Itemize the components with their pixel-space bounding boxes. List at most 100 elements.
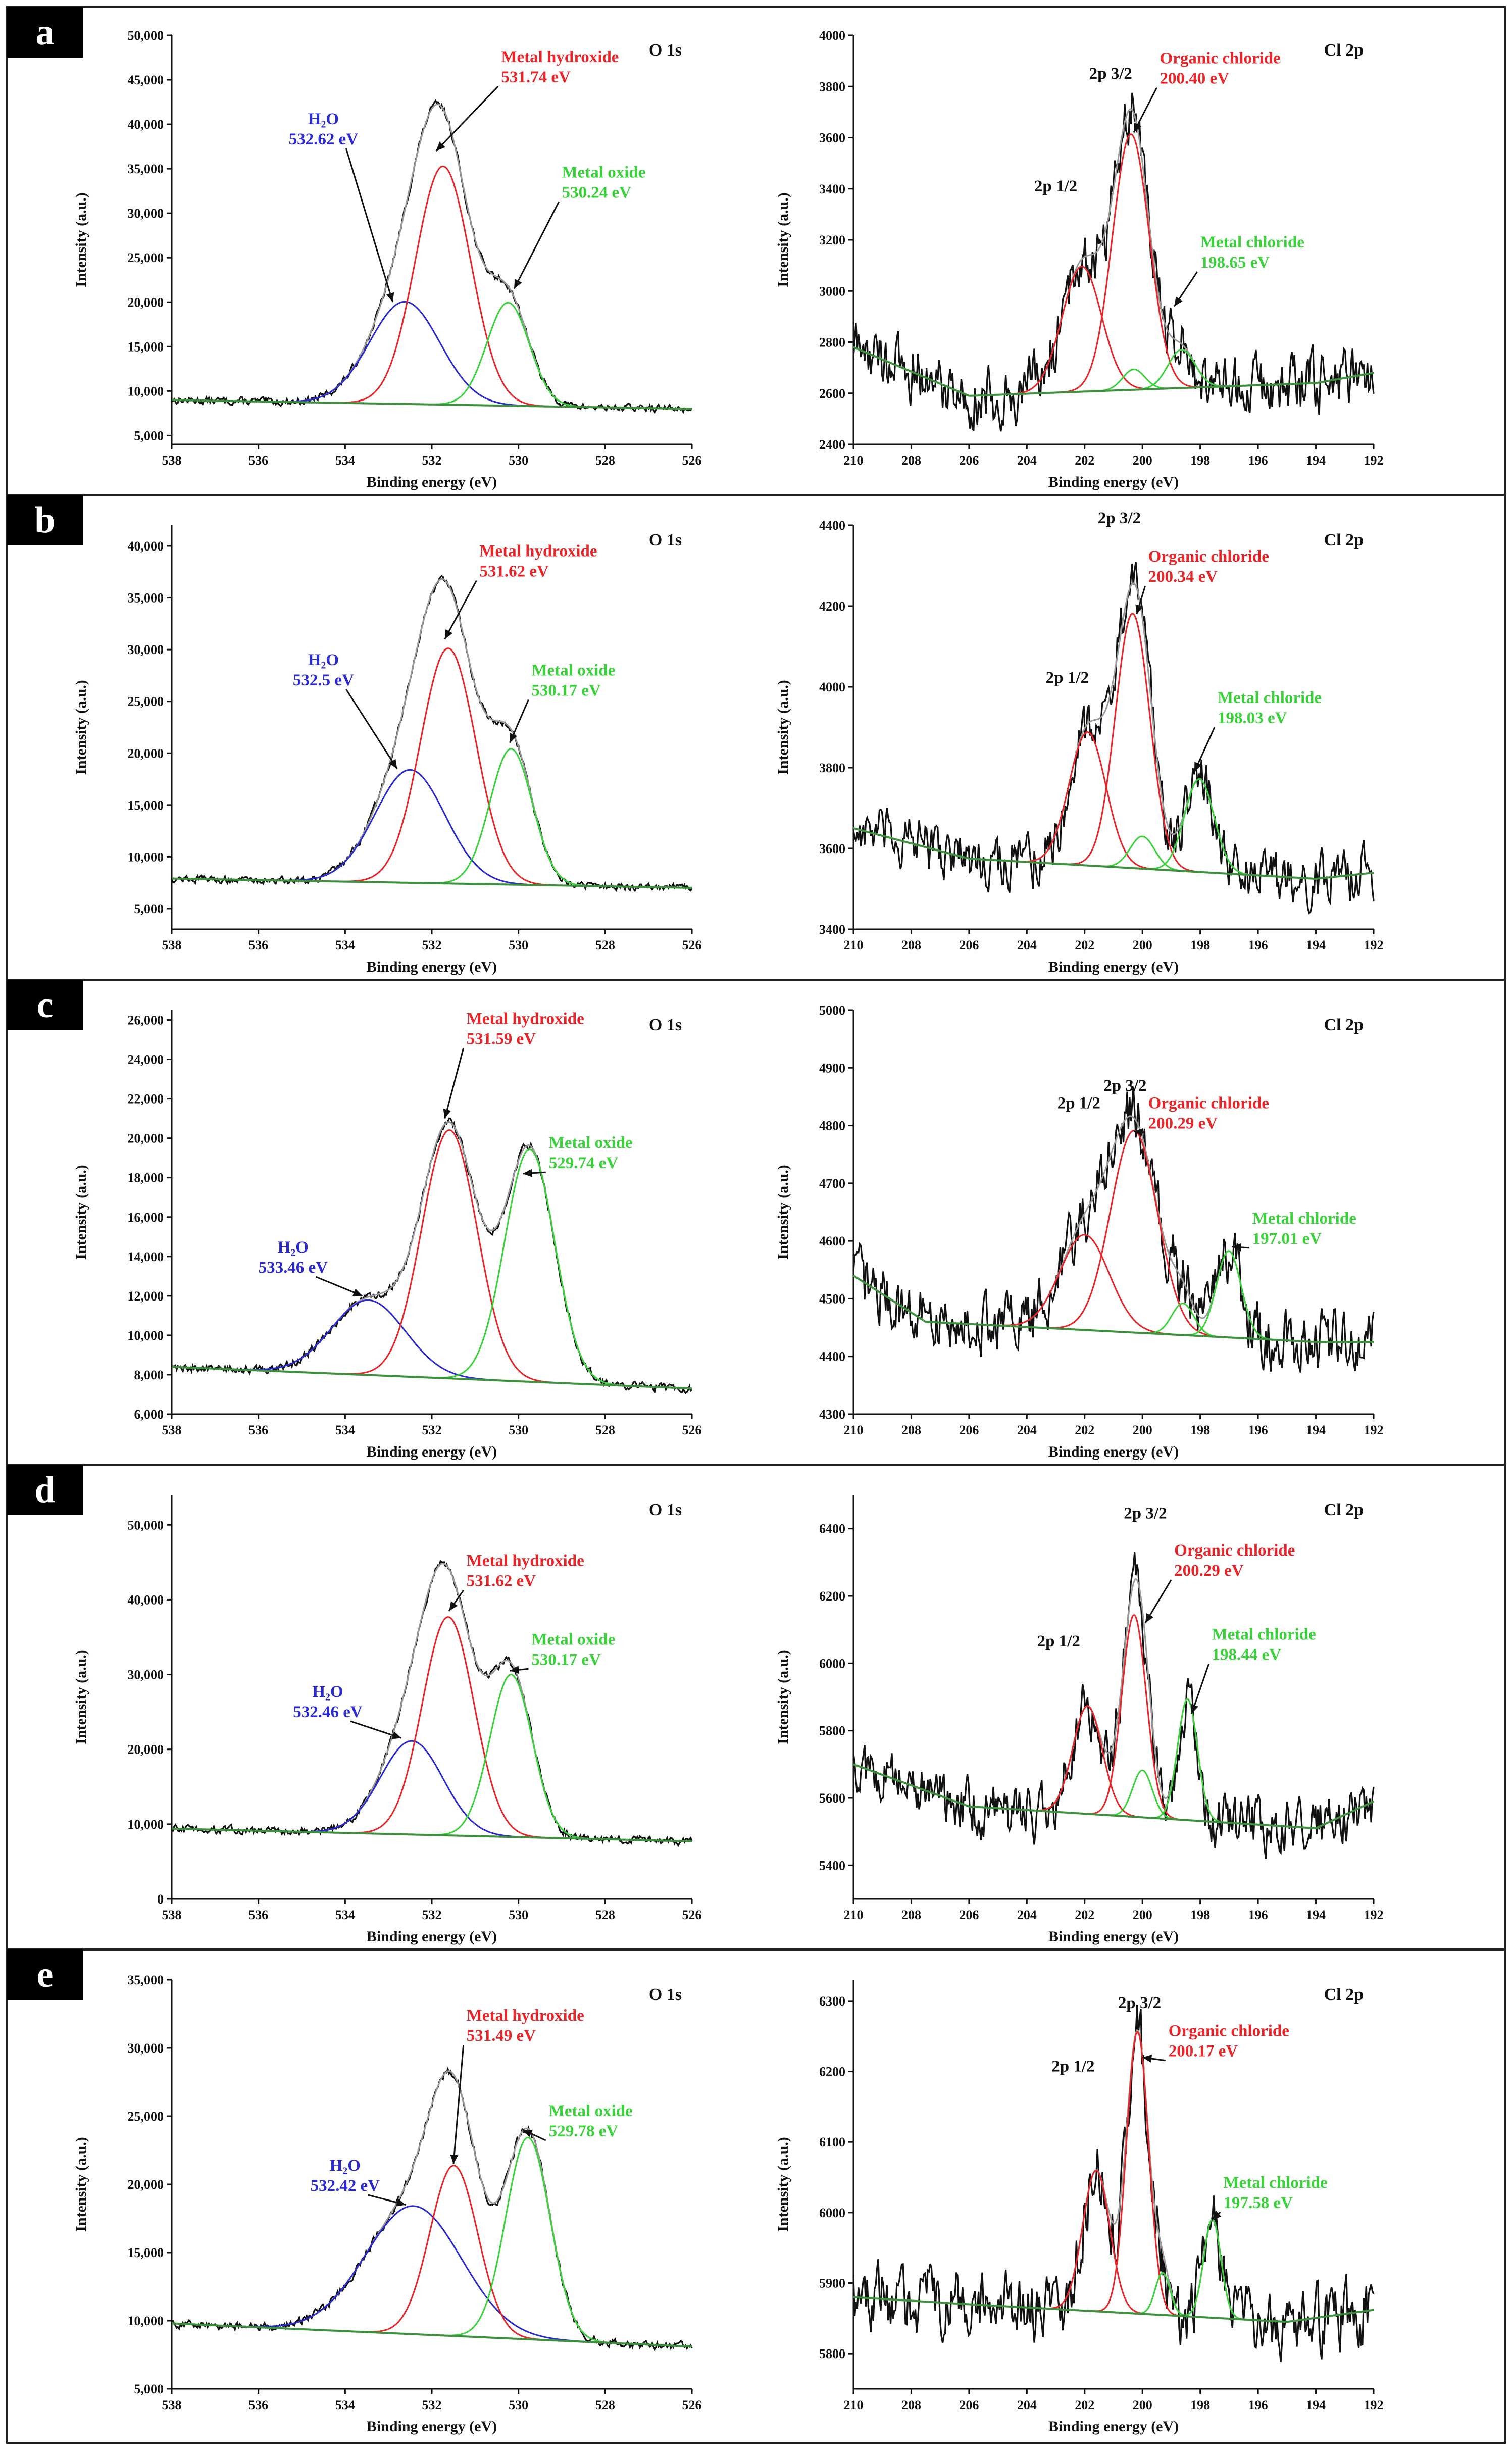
annotation-line: Metal chloride	[1200, 233, 1304, 252]
x-tick-label: 198	[1190, 1908, 1210, 1922]
panel-a: a 538 536 534 532 530 528 526 5,000 10,000 15,000…	[6, 6, 1506, 496]
y-tick-label: 4000	[819, 680, 845, 694]
y-tick-label: 5400	[819, 1858, 845, 1873]
panel-label-box	[7, 495, 83, 545]
annotation-arrow-line	[435, 85, 499, 152]
x-axis-title: Binding energy (eV)	[1048, 1443, 1179, 1460]
annotation-label: 2p 1/2	[1037, 1632, 1080, 1651]
x-tick-label: 196	[1248, 453, 1268, 468]
annotation-label: Metal chloride 197.01 eV	[1252, 1210, 1356, 1248]
x-tick-label: 530	[509, 1908, 528, 1922]
x-tick-label: 538	[162, 938, 182, 953]
annotation-line: Metal oxide	[562, 164, 646, 182]
annotation-line: 2p 3/2	[1124, 1505, 1167, 1523]
panel-label-box	[7, 1949, 83, 2000]
y-tick-label: 3800	[819, 79, 845, 94]
annotation-arrow-head	[388, 759, 397, 769]
y-tick-label: 4800	[819, 1119, 845, 1133]
annotation-label: H₂O 533.46 eV	[259, 1238, 328, 1277]
panel-frame	[6, 1948, 1506, 2444]
annotation-line: Metal chloride	[1223, 2174, 1327, 2192]
x-tick-label: 526	[682, 1908, 702, 1922]
annotation-label: 2p 3/2	[1103, 1077, 1146, 1095]
annotation-label: Organic chloride 200.40 eV	[1160, 49, 1281, 88]
y-tick-label: 26,000	[128, 1013, 164, 1028]
raw-spectrum-line	[852, 562, 1375, 915]
y-tick-label: 5,000	[134, 902, 164, 916]
y-tick-label: 6100	[819, 2135, 845, 2149]
x-tick-label: 526	[682, 2397, 702, 2412]
annotation-label: Organic chloride 200.29 eV	[1174, 1541, 1295, 1580]
annotation-line: 200.29 eV	[1148, 1114, 1218, 1132]
raw-spectrum-line	[852, 1086, 1375, 1373]
annotation-line: Organic chloride	[1160, 49, 1281, 68]
y-tick-label: 25,000	[128, 251, 164, 265]
panel-label-box	[7, 1465, 83, 1515]
spectrum-title: O 1s	[649, 531, 682, 549]
x-tick-label: 528	[595, 1423, 615, 1437]
cl2p-plot: 210 208 206 204 202 200 198 196 194 192 3400 3600 38…	[775, 509, 1384, 975]
x-tick-label: 192	[1364, 453, 1384, 468]
x-tick-label: 532	[422, 453, 442, 468]
panel-label: e	[37, 1954, 54, 1995]
y-axis-title: Intensity (a.u.)	[775, 1649, 791, 1744]
annotation-arrow-head	[510, 733, 517, 743]
x-tick-label: 536	[248, 1423, 268, 1437]
x-tick-label: 198	[1190, 2397, 1210, 2412]
x-tick-label: 534	[335, 453, 355, 468]
annotation-arrow-line	[452, 2044, 465, 2164]
y-tick-label: 10,000	[128, 849, 164, 864]
y-tick-label: 40,000	[128, 539, 164, 554]
annotation-line: 200.17 eV	[1169, 2042, 1238, 2061]
x-tick-label: 532	[422, 2397, 442, 2412]
panel-e: e 538 536 534 532 530 528 526 5,000 10,000 15,000…	[6, 1948, 1506, 2444]
annotation-line: 531.74 eV	[501, 68, 571, 86]
annotation-line: 2p 3/2	[1098, 509, 1141, 527]
cl2p-plot: 210 208 206 204 202 200 198 196 194 192 2400 2600 28…	[775, 28, 1384, 490]
spectrum-title: O 1s	[649, 1985, 682, 2004]
annotation-label: Organic chloride 200.17 eV	[1169, 2022, 1289, 2061]
y-tick-label: 4700	[819, 1176, 845, 1191]
x-tick-label: 192	[1364, 1908, 1384, 1922]
annotation-arrow-head	[523, 2130, 533, 2137]
annotation-line: Organic chloride	[1169, 2022, 1289, 2040]
x-tick-label: 534	[335, 938, 355, 953]
annotation-arrow-line	[444, 1047, 465, 1119]
raw-spectrum-line	[171, 99, 693, 415]
x-tick-label: 210	[844, 938, 864, 953]
y-tick-label: 30,000	[128, 2041, 164, 2056]
x-tick-label: 536	[248, 1908, 268, 1922]
panel-label-box	[7, 7, 83, 58]
annotation-arrow-line	[513, 202, 560, 289]
x-tick-label: 200	[1133, 938, 1152, 953]
annotation-arrow-head	[443, 1109, 451, 1119]
x-tick-label: 200	[1133, 1423, 1152, 1437]
y-tick-label: 40,000	[128, 1592, 164, 1607]
annotation-label: Metal chloride 198.44 eV	[1212, 1626, 1316, 1664]
annotation-arrow-line	[444, 580, 477, 640]
annotation-label: Metal chloride 197.58 eV	[1223, 2174, 1327, 2212]
annotation-line: 197.58 eV	[1223, 2194, 1293, 2212]
annotation-line: 532.42 eV	[311, 2177, 380, 2195]
annotation-label: Metal hydroxide 531.74 eV	[501, 48, 619, 86]
x-tick-label: 194	[1306, 1908, 1326, 1922]
y-tick-label: 14,000	[128, 1249, 164, 1264]
y-tick-label: 12,000	[128, 1289, 164, 1304]
annotation-line: 2p 1/2	[1037, 1632, 1080, 1651]
annotation-line: 198.03 eV	[1218, 709, 1287, 727]
annotation-line: Organic chloride	[1148, 547, 1269, 566]
x-tick-label: 538	[162, 2397, 182, 2412]
y-tick-label: 10,000	[128, 1328, 164, 1343]
annotation-line: 2p 3/2	[1089, 65, 1132, 83]
spectrum-title: Cl 2p	[1324, 41, 1364, 60]
annotation-line: 2p 1/2	[1046, 669, 1089, 687]
annotation-line: 2p 1/2	[1057, 1094, 1100, 1112]
x-tick-label: 202	[1075, 453, 1094, 468]
y-tick-label: 5,000	[134, 2382, 164, 2396]
x-tick-label: 196	[1248, 2397, 1268, 2412]
y-tick-label: 45,000	[128, 73, 164, 87]
y-axis-title: Intensity (a.u.)	[775, 192, 791, 287]
annotation-line: 530.24 eV	[562, 184, 632, 202]
annotation-line: 198.44 eV	[1212, 1646, 1282, 1664]
y-tick-label: 24,000	[128, 1053, 164, 1067]
